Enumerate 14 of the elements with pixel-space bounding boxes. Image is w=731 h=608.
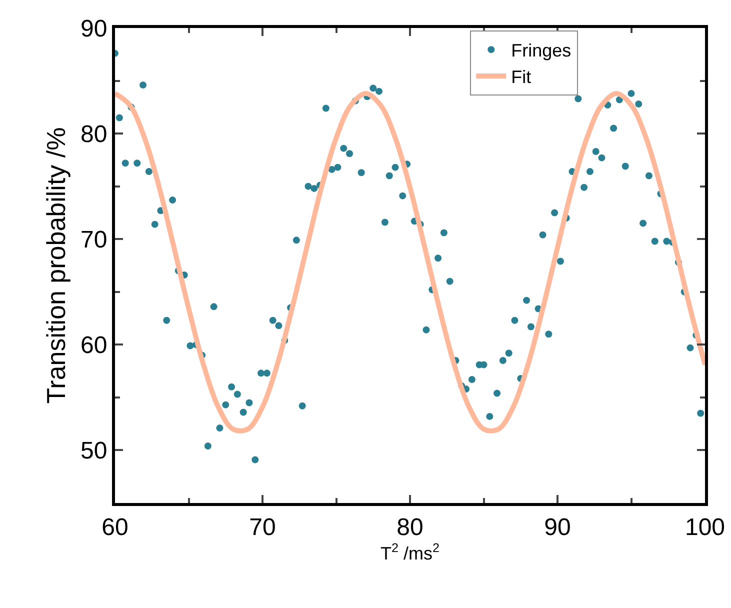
x-tick-label: 90 (544, 514, 571, 541)
x-tick-label: 60 (102, 514, 128, 541)
x-tick-label: 70 (249, 514, 276, 541)
y-tick-label: 90 (80, 15, 108, 42)
x-tick-label: 80 (396, 514, 424, 541)
legend-label: Fit (511, 66, 532, 87)
legend-label: Fringes (511, 40, 572, 61)
y-axis-title: Transition probability /% (40, 127, 71, 404)
y-tick-label: 60 (80, 332, 108, 360)
y-tick-label: 80 (80, 120, 108, 148)
y-tick-label: 50 (80, 438, 108, 465)
y-tick-label: 70 (80, 226, 108, 254)
x-axis-title: T$^{2}$ /ms$^{2}$ (380, 540, 440, 564)
x-tick-label: 100 (684, 514, 726, 541)
